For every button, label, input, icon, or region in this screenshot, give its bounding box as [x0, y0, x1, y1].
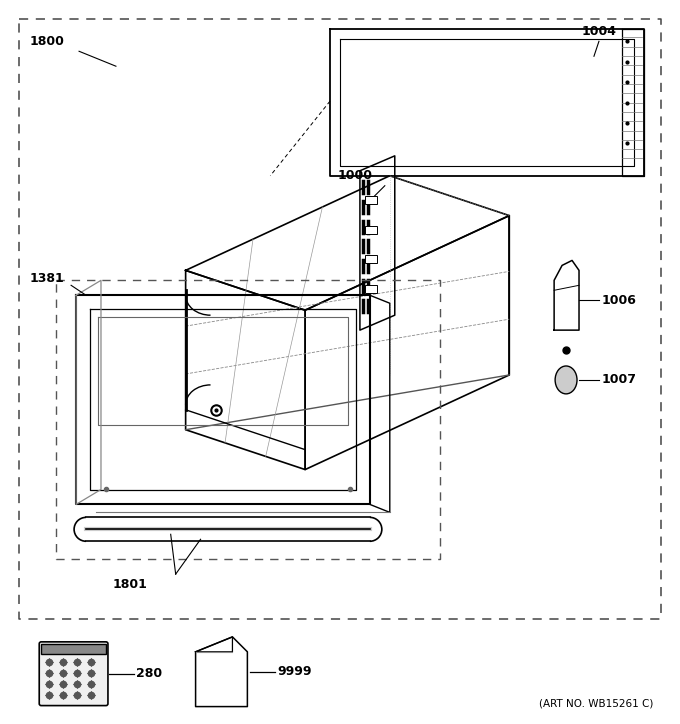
Bar [365, 256, 377, 264]
Bar [365, 195, 377, 203]
Text: (ART NO. WB15261 C): (ART NO. WB15261 C) [539, 699, 653, 709]
Ellipse shape [555, 366, 577, 394]
Text: 280: 280 [136, 668, 162, 681]
Text: 1007: 1007 [602, 374, 637, 387]
Bar [365, 226, 377, 234]
Text: 1381: 1381 [29, 272, 64, 285]
Bar [41, 644, 106, 654]
Text: 1006: 1006 [602, 294, 636, 307]
Bar [41, 644, 106, 654]
Bar [365, 285, 377, 293]
Text: 9999: 9999 [277, 665, 311, 678]
Text: 1000: 1000 [338, 169, 373, 182]
Text: 1800: 1800 [29, 35, 64, 48]
Text: 1004: 1004 [581, 25, 617, 38]
Text: 1801: 1801 [113, 578, 148, 591]
FancyBboxPatch shape [39, 642, 108, 706]
